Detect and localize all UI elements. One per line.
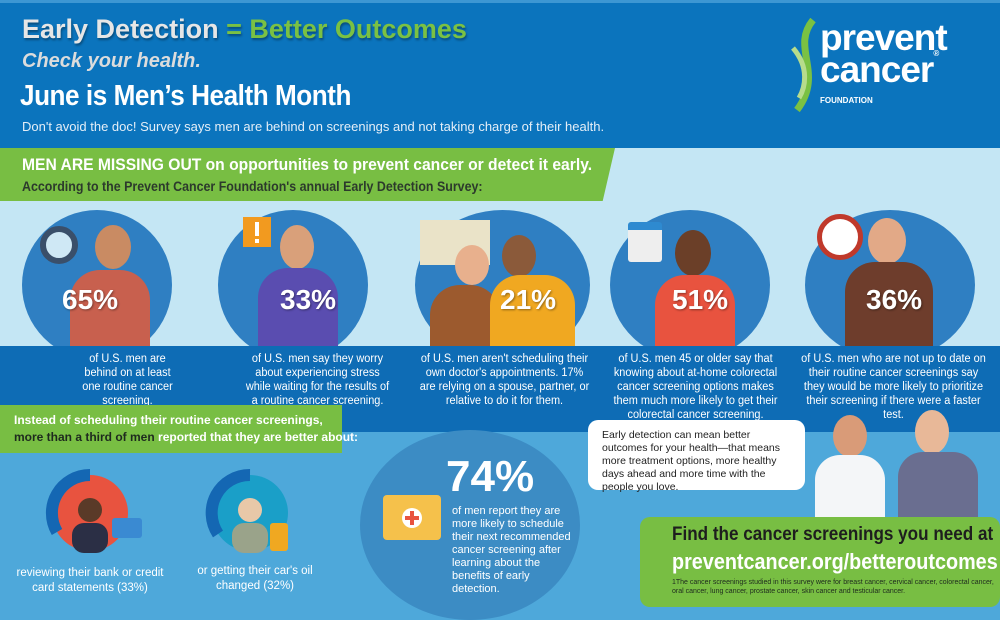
- doctor-coat: [815, 455, 885, 517]
- sample-cup-icon: [628, 222, 662, 262]
- man-illustration: [95, 225, 131, 269]
- patient-illustration: [915, 410, 949, 454]
- man-illustration: [502, 235, 536, 277]
- medical-folder-icon: [383, 495, 441, 540]
- footnote: 1The cancer screenings studied in this s…: [672, 579, 994, 595]
- credit-card-icon: [112, 518, 142, 538]
- man-shirt: [70, 270, 150, 346]
- patient-jacket: [898, 452, 978, 517]
- man-illustration: [868, 218, 906, 264]
- man-shirt: [258, 268, 338, 346]
- headline: June is Men’s Health Month: [20, 80, 352, 112]
- exclamation-icon: [243, 217, 271, 247]
- man-illustration: [280, 225, 314, 269]
- better-text-2: or getting their car's oil changed (32%): [197, 565, 313, 592]
- subtitle: Check your health.: [22, 50, 201, 72]
- instead-text: Instead of scheduling their routine canc…: [14, 413, 359, 444]
- tagline: Don't avoid the doc! Survey says men are…: [22, 119, 605, 134]
- intro-band: [0, 148, 615, 201]
- main-title: Early Detection = Better Outcomes: [22, 14, 467, 44]
- stat-text-4: of U.S. men 45 or older say that knowing…: [613, 353, 778, 421]
- stat-pct-1: 65%: [62, 284, 119, 315]
- woman-jacket: [430, 285, 500, 346]
- intro-lead: MEN ARE MISSING OUT on opportunities to …: [22, 155, 593, 174]
- man-shirt: [655, 275, 735, 346]
- cta-line: Find the cancer screenings you need at: [672, 524, 994, 545]
- stopwatch-icon: [817, 214, 863, 260]
- stat-pct-4: 51%: [672, 284, 729, 315]
- man-illustration: [675, 230, 711, 276]
- stat-pct-3: 21%: [500, 284, 557, 315]
- header-banner: [0, 0, 1000, 148]
- logo-foundation: FOUNDATION: [820, 96, 873, 105]
- donut-33-icon: [45, 468, 128, 553]
- instead-box: [0, 405, 342, 453]
- woman-illustration: [455, 245, 489, 285]
- ribbon-logo-icon: [791, 18, 816, 113]
- donut-32-icon: [205, 468, 288, 553]
- speech-bubble: Early detection can mean better outcomes…: [588, 420, 805, 493]
- big-stat-pct: 74%: [446, 452, 535, 501]
- cta-url-link[interactable]: preventcancer.org/betteroutcomes: [672, 549, 998, 574]
- logo-text: prevent cancer®: [820, 17, 948, 90]
- stat-pct-5: 36%: [866, 284, 923, 315]
- intro-sub: According to the Prevent Cancer Foundati…: [22, 179, 483, 194]
- big-stat-text: of men report they are more likely to sc…: [452, 505, 571, 595]
- stat-text-5: of U.S. men who are not up to date on th…: [801, 353, 986, 421]
- man-shirt: [490, 275, 575, 346]
- stat-text-2: of U.S. men say they worry about experie…: [245, 353, 390, 407]
- stat-pct-2: 33%: [280, 284, 337, 315]
- stat-text-1: of U.S. men are behind on at least one r…: [82, 353, 173, 407]
- cta-box: [640, 517, 1000, 607]
- magnifier-icon: [40, 226, 78, 264]
- better-text-1: reviewing their bank or credit card stat…: [16, 567, 164, 594]
- oil-can-icon: [270, 523, 288, 551]
- doctor-illustration: [833, 415, 867, 457]
- man-jacket: [845, 262, 933, 346]
- stat-text-3: of U.S. men aren't scheduling their own …: [419, 353, 590, 407]
